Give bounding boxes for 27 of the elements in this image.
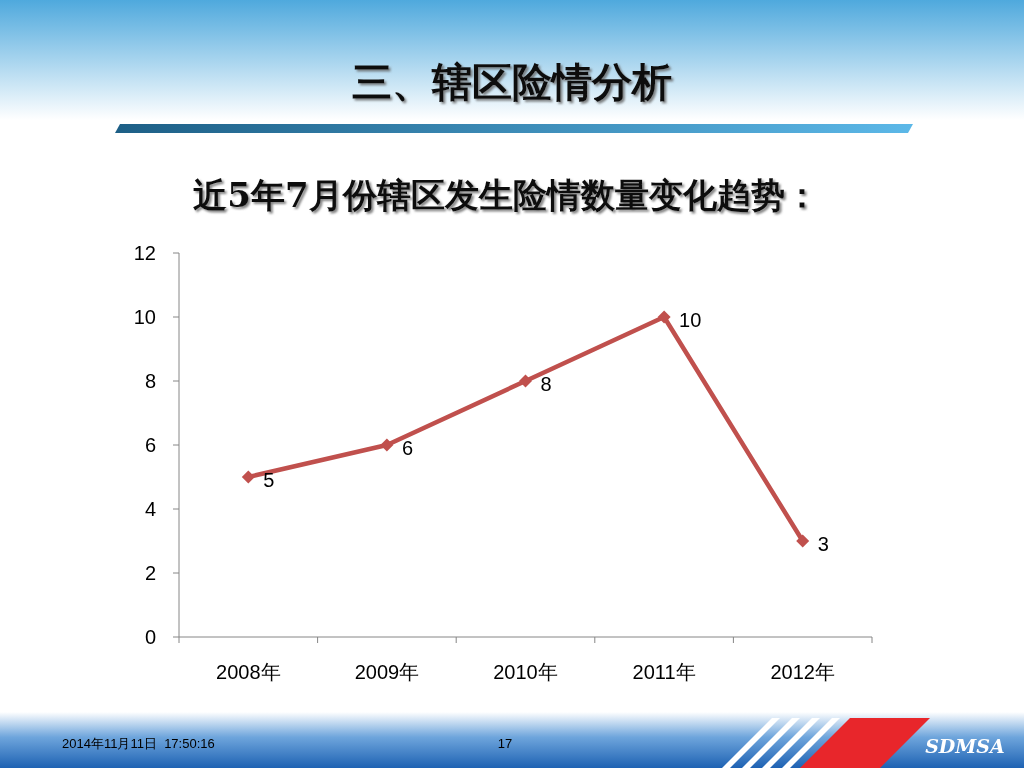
data-label: 3 <box>817 533 829 555</box>
y-tick-label: 4 <box>144 498 156 520</box>
data-label: 6 <box>401 437 414 459</box>
x-tick-label: 2008年 <box>216 661 281 683</box>
y-tick-label: 12 <box>133 242 156 264</box>
point <box>657 310 671 324</box>
x-tick-label: 2012年 <box>770 661 835 683</box>
point <box>519 374 532 388</box>
text: SDMSA <box>925 735 1005 757</box>
data-label: 10 <box>679 309 702 331</box>
y-tick-label: 6 <box>144 434 156 456</box>
text: 2014年11月11日 17:50:16 <box>62 736 215 751</box>
text: 17 <box>497 736 513 751</box>
y-tick-label: 8 <box>144 370 156 392</box>
x-tick-label: 2010年 <box>493 661 558 683</box>
chart-title: 三、辖区险情分析 <box>352 59 672 105</box>
point <box>241 470 255 484</box>
x-tick-label: 2009年 <box>354 661 420 683</box>
data-label: 8 <box>540 373 552 395</box>
data-label: 5 <box>263 469 275 491</box>
y-tick-label: 10 <box>133 306 156 328</box>
y-tick-label: 2 <box>144 562 156 584</box>
y-tick-label: 0 <box>144 626 156 648</box>
chart-subtitle: 近5年7月份辖区发生险情数量变化趋势： <box>193 175 819 215</box>
point <box>380 438 394 452</box>
point <box>796 534 810 548</box>
x-tick-label: 2011年 <box>632 661 696 683</box>
